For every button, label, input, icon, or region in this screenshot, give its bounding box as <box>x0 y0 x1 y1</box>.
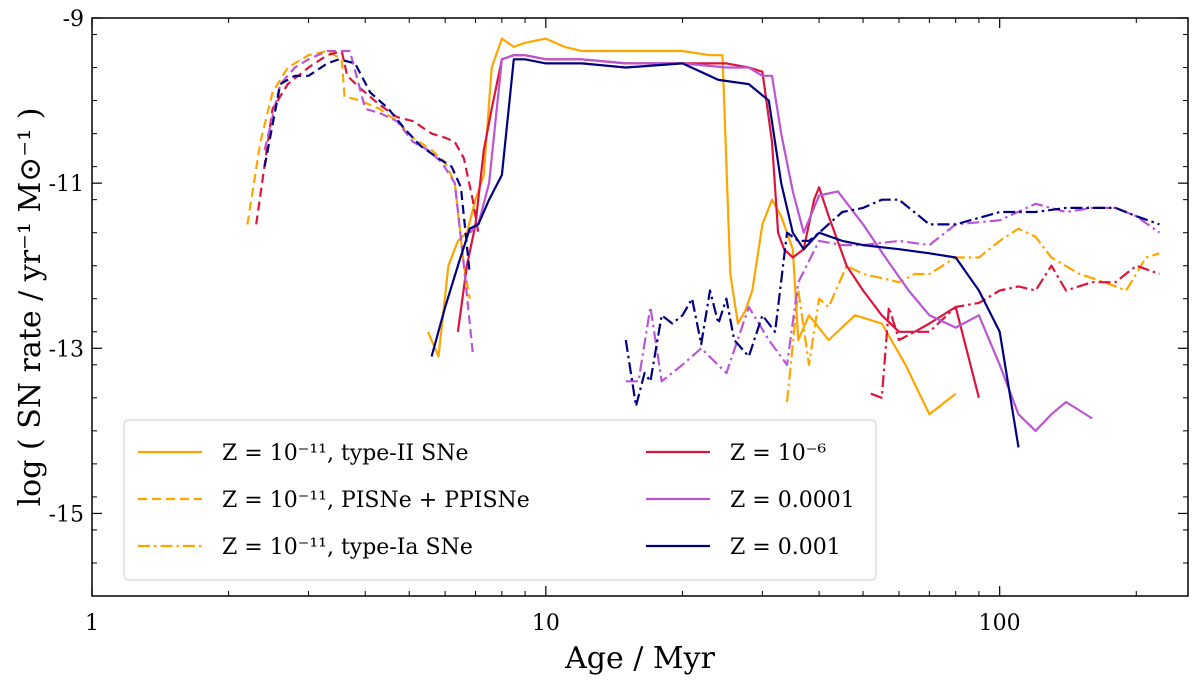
legend-label-4: Z = 0.0001 <box>730 488 855 513</box>
legend: Z = 10⁻¹¹, type-II SNe Z = 10⁻¹¹, PISNe +… <box>123 419 877 581</box>
legend-entries: Z = 10⁻¹¹, type-II SNe Z = 10⁻¹¹, PISNe +… <box>138 441 855 560</box>
series-line-1 <box>426 37 957 416</box>
series-line-2 <box>785 227 1160 403</box>
series-line-5 <box>870 264 1160 399</box>
y-tick-label: -11 <box>49 172 84 197</box>
series-line-7 <box>469 54 1093 432</box>
series-line-3 <box>255 49 480 233</box>
y-tick-label: -9 <box>63 7 84 32</box>
y-tick-label: -15 <box>49 502 84 527</box>
x-tick-label: 100 <box>979 611 1021 636</box>
x-axis-label: Age / Myr <box>564 641 715 676</box>
x-tick-label: 10 <box>532 611 560 636</box>
legend-label-5: Z = 0.001 <box>730 535 841 560</box>
series-line-6 <box>263 49 474 353</box>
series-line-4 <box>456 54 980 399</box>
ticks-layer: 1 10 100 -9 -11 -13 -15 <box>49 7 1188 636</box>
y-axis-label: log ( SN rate / yr⁻¹ M⊙⁻¹ ) <box>13 108 48 507</box>
legend-label-2: Z = 10⁻¹¹, type-Ia SNe <box>222 535 473 560</box>
series-line-10 <box>430 58 1020 448</box>
legend-label-0: Z = 10⁻¹¹, type-II SNe <box>222 441 468 466</box>
legend-label-3: Z = 10⁻⁶ <box>730 441 826 466</box>
y-tick-label: -13 <box>49 337 84 362</box>
series-line-11 <box>624 198 1160 408</box>
series-layer <box>246 37 1161 448</box>
x-tick-label: 1 <box>85 611 99 636</box>
series-line-8 <box>625 202 1161 383</box>
legend-box <box>123 419 877 581</box>
plot-frame <box>91 17 1189 597</box>
series-line-9 <box>263 58 471 275</box>
legend-label-1: Z = 10⁻¹¹, PISNe + PPISNe <box>222 488 530 513</box>
